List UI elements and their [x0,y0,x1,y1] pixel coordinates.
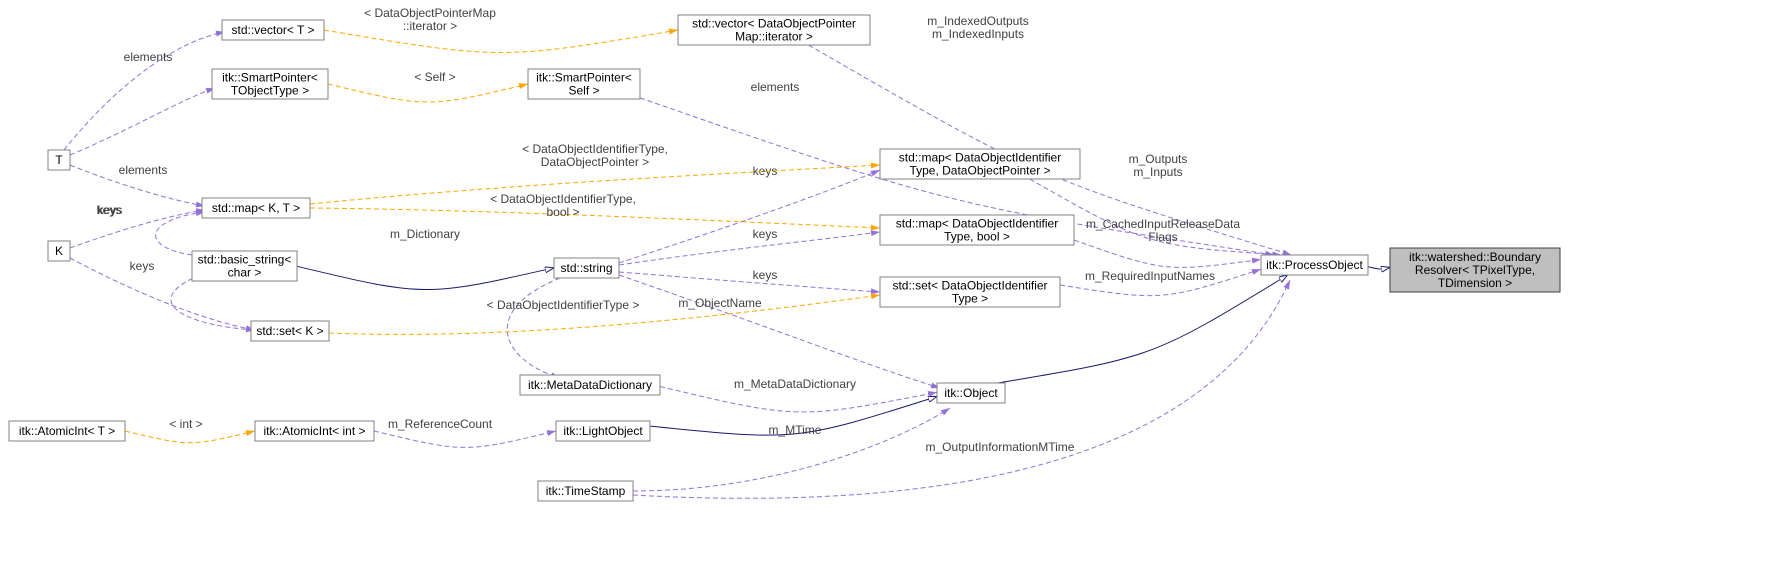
edge-basicString-stdString [297,266,554,289]
node-label-object: itk::Object [944,386,998,400]
edge-stdVectorT-vectorDataObjPtrMapIt [324,30,678,53]
node-setDOId[interactable]: std::set< DataObjectIdentifierType > [880,277,1060,307]
edge-label-mapDOIdBool-processObject: m_CachedInputReleaseDataFlags [1086,217,1240,244]
edge-label-stdString-mapDOIdBool: keys [753,227,778,241]
edge-atomicIntT-atomicIntInt [125,431,255,443]
edge-label-smartPointerSelf-processObject: elements [751,80,800,94]
edge-label-T-stdVectorT: elements [124,50,173,64]
node-label-stdVectorT: std::vector< T > [232,23,315,37]
node-boundaryResolver: itk::watershed::BoundaryResolver< TPixel… [1390,248,1560,292]
edge-label-timeStamp-object: m_MTime [769,423,822,437]
edge-label-stdMapKT-mapDOIdDOPtr: < DataObjectIdentifierType,DataObjectPoi… [522,142,668,169]
node-mapDOIdDOPtr[interactable]: std::map< DataObjectIdentifierType, Data… [880,149,1080,179]
node-label-atomicIntInt: itk::AtomicInt< int > [263,424,365,438]
edge-label-vectorDataObjPtrMapIt-processObject: m_IndexedOutputsm_IndexedInputs [927,14,1028,41]
node-label-stdMapKT: std::map< K, T > [212,201,300,215]
node-metaDataDictionary[interactable]: itk::MetaDataDictionary [520,375,660,395]
node-stdVectorT[interactable]: std::vector< T > [222,20,324,40]
edge-smartPointerTObj-smartPointerSelf [328,84,528,102]
edge-label-atomicIntT-atomicIntInt: < int > [169,417,202,431]
edge-label-stdVectorT-vectorDataObjPtrMapIt: < DataObjectPointerMap::iterator > [364,6,496,33]
node-label-stdString: std::string [560,261,612,275]
edge-label-stdSetK-setDOId: < DataObjectIdentifierType > [487,298,640,312]
edge-label-T-stdMapKT: elements [119,163,168,177]
node-vectorDataObjPtrMapIt[interactable]: std::vector< DataObjectPointerMap::itera… [678,15,870,45]
edge-label-mapDOIdDOPtr-processObject: m_Outputsm_Inputs [1129,152,1188,179]
node-basicString[interactable]: std::basic_string<char > [192,251,297,281]
edge-stdString-mapDOIdBool [619,232,880,265]
node-atomicIntT[interactable]: itk::AtomicInt< T > [9,421,125,441]
node-stdSetK[interactable]: std::set< K > [251,321,329,341]
node-smartPointerTObj[interactable]: itk::SmartPointer<TObjectType > [212,69,328,99]
node-mapDOIdBool[interactable]: std::map< DataObjectIdentifierType, bool… [880,215,1074,245]
edge-label-stdString-setDOId: keys [753,268,778,282]
node-label-timeStamp: itk::TimeStamp [546,484,626,498]
node-atomicIntInt[interactable]: itk::AtomicInt< int > [255,421,374,441]
node-smartPointerSelf[interactable]: itk::SmartPointer<Self > [528,69,640,99]
edge-label-basicString-stdMapKT: keys [130,259,155,273]
node-object[interactable]: itk::Object [937,383,1005,403]
node-lightObject[interactable]: itk::LightObject [556,421,650,441]
node-stdMapKT[interactable]: std::map< K, T > [202,198,310,218]
edge-label-metaDataDictionary-object: m_MetaDataDictionary [734,377,856,391]
node-label-processObject: itk::ProcessObject [1266,258,1363,272]
edge-stdString-mapDOIdDOPtr [619,170,880,263]
edge-label-stdString-metaDataDictionary: m_Dictionary [390,227,460,241]
node-stdString[interactable]: std::string [554,258,619,278]
edge-timeStamp-object [633,408,950,491]
node-label-T: T [55,153,63,167]
edge-T-smartPointerTObj [70,88,215,155]
node-label-mapDOIdDOPtr: std::map< DataObjectIdentifierType, Data… [899,151,1061,178]
node-T[interactable]: T [48,150,70,170]
edge-processObject-boundaryResolver [1368,267,1390,269]
edge-label-stdMapKT-mapDOIdBool: < DataObjectIdentifierType,bool > [490,192,636,219]
node-K[interactable]: K [48,241,70,261]
edge-atomicIntInt-lightObject [374,431,556,447]
collaboration-diagram: m_IndexedOutputsm_IndexedInputs elements m… [0,0,1784,575]
node-label-metaDataDictionary: itk::MetaDataDictionary [528,378,652,392]
edge-label-smartPointerTObj-smartPointerSelf: < Self > [414,70,455,84]
node-label-stdSetK: std::set< K > [256,324,323,338]
node-label-atomicIntT: itk::AtomicInt< T > [19,424,115,438]
node-timeStamp[interactable]: itk::TimeStamp [538,481,633,501]
edge-label-timeStamp-processObject: m_OutputInformationMTime [926,440,1075,454]
edge-label-atomicIntInt-lightObject: m_ReferenceCount [388,417,493,431]
edge-label-setDOId-processObject: m_RequiredInputNames [1085,269,1215,283]
node-label-smartPointerTObj: itk::SmartPointer<TObjectType > [222,71,318,98]
edge-stdString-metaDataDictionary [507,278,560,378]
edge-label-stdString-object: m_ObjectName [678,296,762,310]
node-label-K: K [55,244,63,258]
edge-basicString-stdSetK [171,275,255,330]
node-processObject[interactable]: itk::ProcessObject [1261,255,1368,275]
edge-stdMapKT-mapDOIdBool [310,208,880,228]
edge-label-K-stdMapKT: keys [98,203,123,217]
node-label-lightObject: itk::LightObject [563,424,643,438]
